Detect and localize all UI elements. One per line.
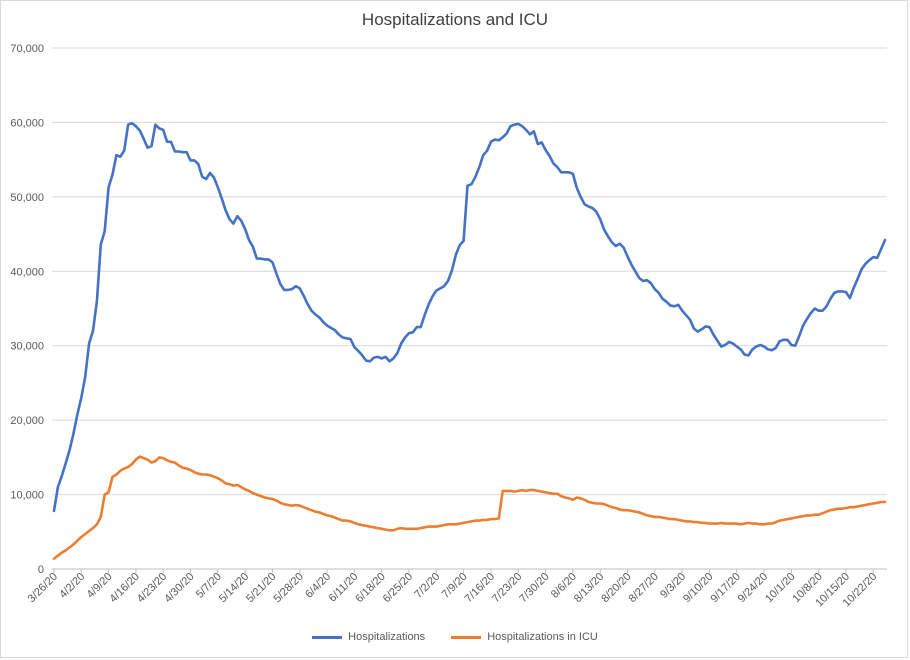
legend-label-hospitalizations: Hospitalizations — [348, 631, 426, 643]
legend: Hospitalizations Hospitalizations in ICU — [0, 631, 910, 643]
y-tick-label: 30,000 — [10, 341, 44, 353]
series-layer — [52, 121, 887, 560]
legend-label-icu: Hospitalizations in ICU — [487, 631, 598, 643]
y-tick-label: 20,000 — [10, 415, 44, 427]
chart-title: Hospitalizations and ICU — [361, 10, 549, 29]
series-line-icu — [52, 455, 887, 560]
x-tick-label: 6/25/20 — [381, 571, 415, 605]
legend-swatch-icu — [451, 635, 482, 639]
x-tick-label: 7/30/20 — [517, 571, 551, 605]
y-tick-label: 0 — [38, 564, 44, 576]
x-tick-label: 4/30/20 — [162, 571, 196, 605]
y-tick-label: 70,000 — [10, 43, 44, 55]
y-tick-label: 50,000 — [10, 192, 44, 204]
legend-item-icu: Hospitalizations in ICU — [451, 631, 598, 643]
x-tick-label: 5/28/20 — [271, 571, 305, 605]
y-tick-label: 40,000 — [10, 266, 44, 278]
x-tick-label: 7/2/20 — [412, 571, 442, 601]
legend-item-hospitalizations: Hospitalizations — [312, 631, 425, 643]
x-axis: 3/26/204/2/204/9/204/16/204/23/204/30/20… — [26, 569, 879, 609]
y-axis: 0 10,000 20,000 30,000 40,000 50,000 60,000 70,… — [10, 43, 44, 576]
y-tick-label: 10,000 — [10, 490, 44, 502]
x-tick-label: 4/2/20 — [57, 571, 87, 601]
series-line-hospitalizations — [52, 121, 887, 513]
legend-swatch-hospitalizations — [312, 635, 343, 639]
y-tick-label: 60,000 — [10, 117, 44, 129]
grid-layer — [52, 47, 887, 570]
x-tick-label: 8/27/20 — [627, 571, 661, 605]
